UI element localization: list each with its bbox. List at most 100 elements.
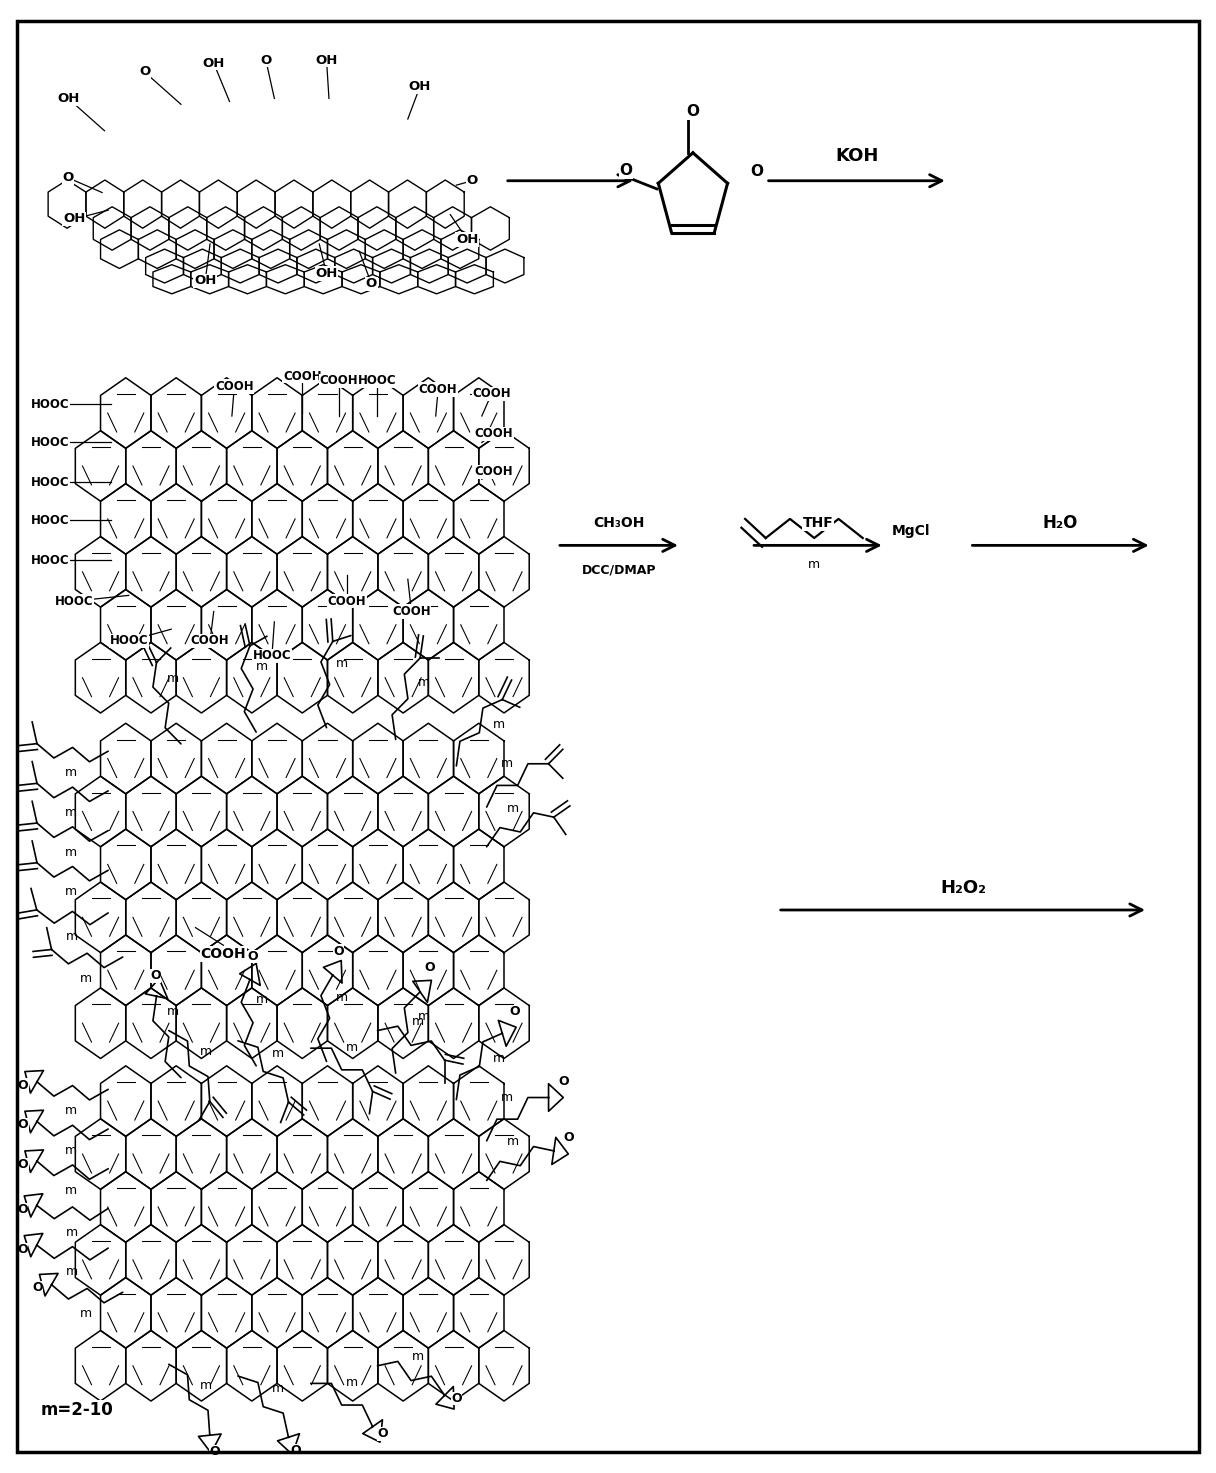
- Text: COOH: COOH: [283, 370, 321, 383]
- Polygon shape: [479, 430, 529, 501]
- Polygon shape: [191, 265, 229, 293]
- Text: O: O: [18, 1118, 28, 1131]
- Polygon shape: [277, 988, 327, 1059]
- Text: m: m: [345, 1041, 358, 1055]
- Text: m: m: [64, 1105, 77, 1118]
- Polygon shape: [125, 536, 176, 607]
- Polygon shape: [320, 206, 358, 250]
- Polygon shape: [151, 723, 202, 794]
- Text: HOOC: HOOC: [253, 650, 292, 663]
- Text: m: m: [809, 558, 821, 572]
- Text: m: m: [64, 1145, 77, 1158]
- Polygon shape: [244, 206, 282, 250]
- Polygon shape: [162, 180, 199, 228]
- Text: KOH: KOH: [835, 147, 878, 165]
- Polygon shape: [259, 249, 297, 283]
- Polygon shape: [327, 882, 378, 953]
- Polygon shape: [378, 882, 428, 953]
- Polygon shape: [86, 180, 124, 228]
- Polygon shape: [303, 377, 353, 448]
- Text: m: m: [66, 931, 78, 943]
- Text: MgCl: MgCl: [893, 524, 930, 538]
- Polygon shape: [334, 249, 372, 283]
- Polygon shape: [327, 430, 378, 501]
- Polygon shape: [327, 776, 378, 847]
- Text: O: O: [558, 1074, 569, 1087]
- Text: m: m: [507, 801, 519, 815]
- Text: O: O: [333, 944, 344, 957]
- Polygon shape: [151, 483, 202, 554]
- Text: m: m: [167, 672, 179, 685]
- Polygon shape: [303, 723, 353, 794]
- Text: O: O: [209, 1445, 220, 1458]
- Polygon shape: [252, 1066, 303, 1136]
- Polygon shape: [131, 206, 169, 250]
- Polygon shape: [151, 589, 202, 660]
- Polygon shape: [404, 829, 454, 900]
- Polygon shape: [418, 265, 456, 293]
- Text: COOH: COOH: [472, 387, 511, 401]
- Polygon shape: [176, 536, 226, 607]
- Text: O: O: [451, 1392, 462, 1405]
- Polygon shape: [252, 230, 289, 268]
- Polygon shape: [404, 723, 454, 794]
- Polygon shape: [252, 589, 303, 660]
- Polygon shape: [226, 536, 277, 607]
- Text: m: m: [64, 885, 77, 899]
- Polygon shape: [75, 776, 125, 847]
- Polygon shape: [472, 206, 510, 250]
- Text: HOOC: HOOC: [30, 554, 69, 567]
- Polygon shape: [153, 265, 191, 293]
- Polygon shape: [226, 1119, 277, 1189]
- Text: COOH: COOH: [320, 374, 358, 387]
- Text: HOOC: HOOC: [30, 514, 69, 527]
- Text: O: O: [510, 1005, 520, 1018]
- Polygon shape: [226, 1330, 277, 1401]
- Text: OH: OH: [203, 56, 225, 69]
- Polygon shape: [75, 1330, 125, 1401]
- Text: O: O: [17, 1243, 28, 1256]
- Polygon shape: [303, 1277, 353, 1348]
- Polygon shape: [479, 642, 529, 713]
- Polygon shape: [277, 430, 327, 501]
- Text: m: m: [507, 1136, 519, 1149]
- Polygon shape: [297, 249, 334, 283]
- Polygon shape: [277, 1119, 327, 1189]
- Polygon shape: [252, 723, 303, 794]
- Text: m: m: [201, 1044, 213, 1058]
- Text: m: m: [257, 660, 268, 673]
- Text: O: O: [366, 277, 377, 290]
- Polygon shape: [226, 988, 277, 1059]
- Polygon shape: [353, 829, 404, 900]
- Polygon shape: [353, 723, 404, 794]
- Polygon shape: [378, 1330, 428, 1401]
- Polygon shape: [411, 249, 449, 283]
- Text: COOH: COOH: [474, 427, 513, 440]
- Text: m: m: [336, 991, 348, 1005]
- Text: m: m: [418, 1010, 430, 1022]
- Polygon shape: [202, 935, 252, 1006]
- Polygon shape: [176, 230, 214, 268]
- Polygon shape: [353, 483, 404, 554]
- Text: O: O: [62, 171, 74, 184]
- Polygon shape: [151, 377, 202, 448]
- Polygon shape: [125, 1119, 176, 1189]
- Polygon shape: [125, 1224, 176, 1295]
- Text: HOOC: HOOC: [109, 635, 148, 648]
- Polygon shape: [428, 776, 479, 847]
- Text: m: m: [66, 1226, 78, 1239]
- Polygon shape: [207, 206, 244, 250]
- Polygon shape: [303, 1171, 353, 1242]
- Polygon shape: [404, 935, 454, 1006]
- Polygon shape: [101, 483, 151, 554]
- Polygon shape: [479, 988, 529, 1059]
- Polygon shape: [101, 1277, 151, 1348]
- Polygon shape: [427, 180, 465, 228]
- Polygon shape: [454, 829, 503, 900]
- Text: HOOC: HOOC: [359, 374, 396, 387]
- Text: m: m: [64, 1184, 77, 1196]
- Polygon shape: [303, 935, 353, 1006]
- Text: m: m: [79, 1307, 91, 1320]
- Text: m: m: [64, 766, 77, 779]
- Polygon shape: [454, 377, 503, 448]
